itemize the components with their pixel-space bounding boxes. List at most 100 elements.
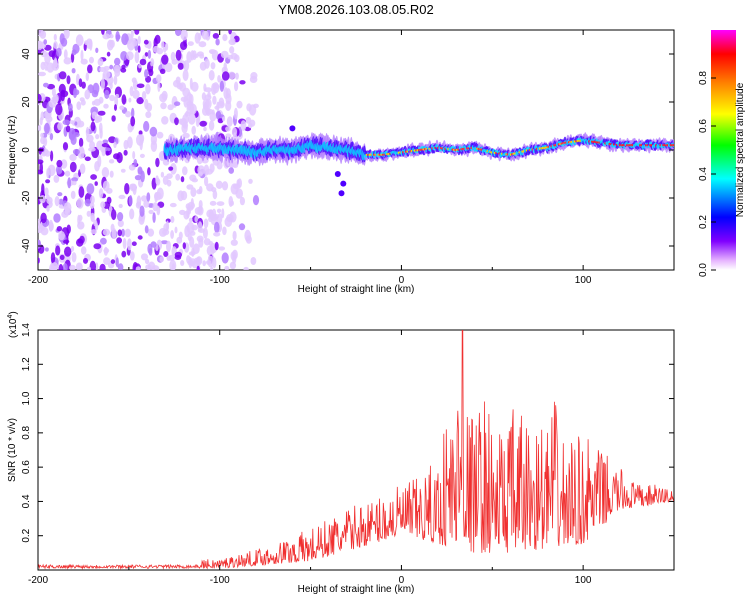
noise-blob — [131, 107, 135, 119]
noise-blob — [155, 157, 160, 168]
noise-blob — [143, 39, 149, 45]
y-tick-label: 0.2 — [21, 528, 32, 542]
noise-blob — [161, 54, 169, 65]
noise-blob — [86, 266, 92, 270]
noise-blob — [170, 215, 175, 224]
noise-blob — [38, 169, 44, 175]
noise-blob — [78, 146, 85, 154]
noise-blob — [84, 89, 91, 100]
noise-blob — [85, 72, 90, 82]
noise-blob — [209, 111, 217, 122]
noise-blob — [137, 35, 141, 45]
noise-blob — [232, 162, 239, 169]
noise-blob — [173, 101, 181, 106]
noise-blob — [63, 30, 70, 39]
noise-blob — [110, 223, 115, 233]
noise-blob — [56, 47, 62, 57]
noise-blob — [203, 218, 209, 229]
noise-blob — [150, 133, 157, 146]
noise-blob — [40, 132, 44, 138]
noise-blob — [117, 229, 123, 237]
noise-blob — [89, 56, 94, 64]
noise-blob — [90, 215, 95, 222]
noise-blob — [129, 183, 137, 192]
noise-blob — [58, 71, 67, 80]
noise-blob — [126, 51, 134, 61]
noise-blob — [62, 142, 69, 151]
noise-blob — [67, 177, 72, 189]
snr-ylabel: SNR (10 * v/v) — [7, 418, 18, 482]
noise-blob — [169, 202, 177, 208]
noise-blob — [95, 262, 99, 270]
noise-blob — [53, 174, 60, 183]
noise-blob — [71, 177, 79, 182]
noise-blob — [219, 80, 225, 92]
x-tick-label: 100 — [575, 575, 592, 586]
noise-blob — [155, 74, 162, 83]
noise-blob — [78, 137, 84, 148]
noise-blob — [58, 231, 65, 241]
noise-blob — [80, 99, 86, 106]
noise-blob — [193, 53, 199, 58]
noise-blob — [196, 235, 204, 243]
noise-blob — [221, 71, 230, 81]
noise-blob — [124, 228, 131, 238]
noise-blob — [240, 120, 247, 131]
noise-blob — [80, 246, 87, 255]
noise-blob — [99, 67, 107, 72]
noise-blob — [55, 165, 63, 175]
noise-blob — [217, 118, 224, 124]
noise-blob — [196, 256, 201, 268]
noise-blob — [57, 122, 63, 131]
noise-blob — [152, 202, 158, 212]
x-tick-label: 100 — [575, 275, 592, 286]
noise-blob — [204, 58, 210, 69]
noise-blob — [183, 95, 189, 108]
noise-blob — [204, 176, 209, 187]
noise-blob — [86, 210, 92, 217]
noise-blob — [175, 173, 181, 181]
noise-blob — [140, 253, 149, 261]
colorbar-ticks: 0.0 0.2 0.4 0.6 0.8 — [698, 71, 716, 277]
noise-blob — [70, 52, 75, 63]
noise-blob — [38, 239, 41, 247]
noise-blob — [78, 186, 85, 198]
noise-blob — [145, 83, 151, 95]
noise-blob — [141, 91, 147, 100]
noise-blob — [212, 95, 217, 105]
noise-blob — [133, 159, 138, 167]
noise-blob — [159, 93, 168, 103]
noise-blob — [227, 71, 236, 80]
noise-blob — [209, 200, 217, 206]
noise-blob — [70, 245, 75, 252]
noise-blob — [70, 190, 76, 200]
noise-blob — [238, 223, 246, 231]
noise-blob — [75, 262, 83, 270]
noise-blob — [44, 150, 51, 157]
noise-blob — [61, 37, 68, 47]
noise-blob — [87, 64, 93, 74]
noise-blob — [235, 72, 239, 80]
noise-blob — [187, 112, 196, 125]
noise-blob — [160, 102, 167, 110]
noise-blob — [45, 179, 51, 184]
noise-blob — [233, 107, 238, 120]
snr-xlabel: Height of straight line (km) — [298, 584, 415, 595]
colorbar-tick-label: 0.6 — [698, 119, 709, 133]
noise-blob — [69, 264, 76, 270]
page-title: YM08.2026.103.08.05.R02 — [278, 2, 433, 17]
noise-blob — [156, 187, 164, 200]
x-tick-label: -100 — [210, 575, 230, 586]
colorbar-tick-label: 0.2 — [698, 215, 709, 229]
noise-blob — [139, 205, 145, 217]
noise-blob — [115, 257, 119, 268]
noise-blob — [150, 61, 154, 67]
noise-blob — [151, 265, 160, 270]
noise-blob — [144, 52, 149, 57]
x-tick-label: 0 — [399, 575, 405, 586]
noise-blob — [51, 262, 58, 270]
noise-blob — [217, 101, 225, 109]
noise-blob — [166, 255, 172, 261]
noise-blob — [137, 166, 143, 175]
